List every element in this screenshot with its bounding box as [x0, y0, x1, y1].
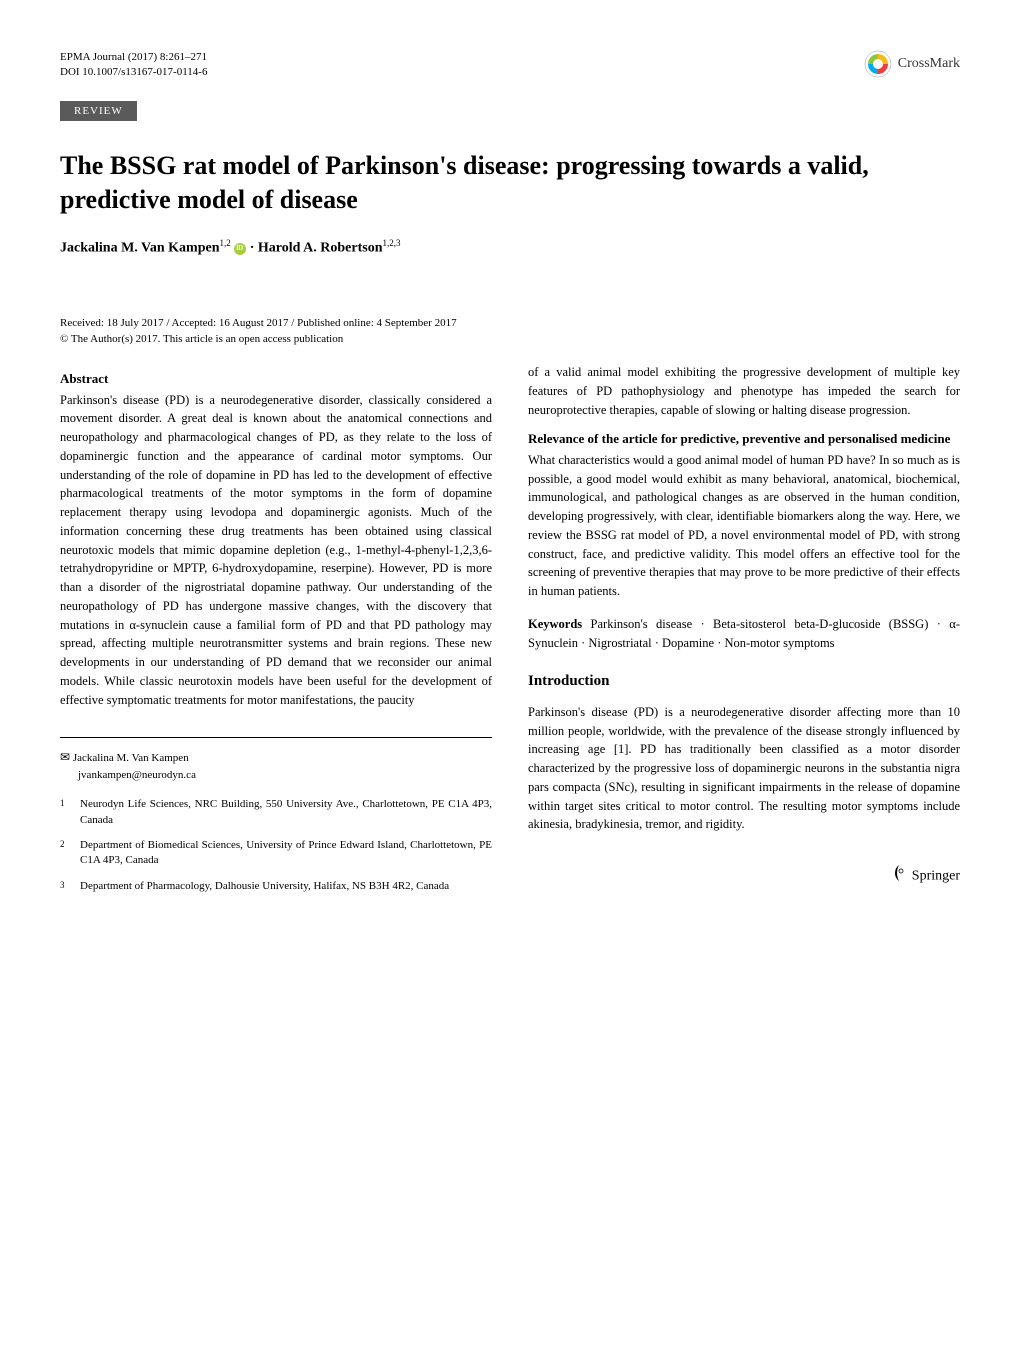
aff-3-num: 3: [60, 879, 70, 894]
relevance-text: What characteristics would a good animal…: [528, 451, 960, 601]
relevance-heading: Relevance of the article for predictive,…: [528, 429, 960, 449]
aff-2-num: 2: [60, 838, 70, 869]
abstract-heading: Abstract: [60, 369, 492, 389]
header-row: EPMA Journal (2017) 8:261–271 DOI 10.100…: [60, 50, 960, 81]
author-separator: ·: [250, 241, 258, 256]
journal-info: EPMA Journal (2017) 8:261–271 DOI 10.100…: [60, 50, 207, 81]
affiliation-3: 3 Department of Pharmacology, Dalhousie …: [60, 879, 492, 894]
introduction-heading: Introduction: [528, 670, 960, 693]
doi: DOI 10.1007/s13167-017-0114-6: [60, 65, 207, 80]
aff-1-num: 1: [60, 797, 70, 828]
authors-line: Jackalina M. Van Kampen1,2 · Harold A. R…: [60, 238, 960, 257]
review-badge: REVIEW: [60, 101, 137, 121]
publisher-logo: Springer: [528, 864, 960, 889]
aff-3-text: Department of Pharmacology, Dalhousie Un…: [80, 879, 449, 894]
left-footer: ✉ Jackalina M. Van Kampen jvankampen@neu…: [60, 737, 492, 894]
author-1-sup: 1,2: [219, 238, 230, 248]
publisher-name: Springer: [912, 869, 960, 884]
envelope-icon: ✉: [60, 750, 70, 764]
affiliation-2: 2 Department of Biomedical Sciences, Uni…: [60, 838, 492, 869]
copyright: © The Author(s) 2017. This article is an…: [60, 333, 960, 345]
right-column: of a valid animal model exhibiting the p…: [528, 363, 960, 904]
aff-2-text: Department of Biomedical Sciences, Unive…: [80, 838, 492, 869]
introduction-text: Parkinson's disease (PD) is a neurodegen…: [528, 703, 960, 834]
crossmark-icon: [864, 50, 892, 78]
aff-1-text: Neurodyn Life Sciences, NRC Building, 55…: [80, 797, 492, 828]
author-2-sup: 1,2,3: [383, 238, 401, 248]
keywords-label: Keywords: [528, 617, 582, 631]
springer-icon: [890, 864, 908, 889]
abstract-continuation: of a valid animal model exhibiting the p…: [528, 363, 960, 419]
article-title: The BSSG rat model of Parkinson's diseas…: [60, 149, 960, 217]
keywords-block: Keywords Parkinson's disease · Beta-sito…: [528, 615, 960, 653]
affiliation-1: 1 Neurodyn Life Sciences, NRC Building, …: [60, 797, 492, 828]
corresponding-name: Jackalina M. Van Kampen: [73, 752, 189, 764]
orcid-icon[interactable]: [234, 243, 246, 255]
crossmark-label: CrossMark: [898, 56, 960, 72]
keywords-text: Parkinson's disease · Beta-sitosterol be…: [528, 617, 960, 650]
left-column: Abstract Parkinson's disease (PD) is a n…: [60, 363, 492, 904]
corresponding-author: ✉ Jackalina M. Van Kampen jvankampen@neu…: [60, 748, 492, 783]
journal-name: EPMA Journal (2017) 8:261–271: [60, 50, 207, 65]
crossmark-button[interactable]: CrossMark: [864, 50, 960, 78]
corresponding-email: jvankampen@neurodyn.ca: [78, 769, 196, 781]
author-2: Harold A. Robertson: [258, 241, 383, 256]
two-column-layout: Abstract Parkinson's disease (PD) is a n…: [60, 363, 960, 904]
author-1: Jackalina M. Van Kampen: [60, 241, 219, 256]
abstract-text: Parkinson's disease (PD) is a neurodegen…: [60, 391, 492, 710]
publication-dates: Received: 18 July 2017 / Accepted: 16 Au…: [60, 317, 960, 329]
